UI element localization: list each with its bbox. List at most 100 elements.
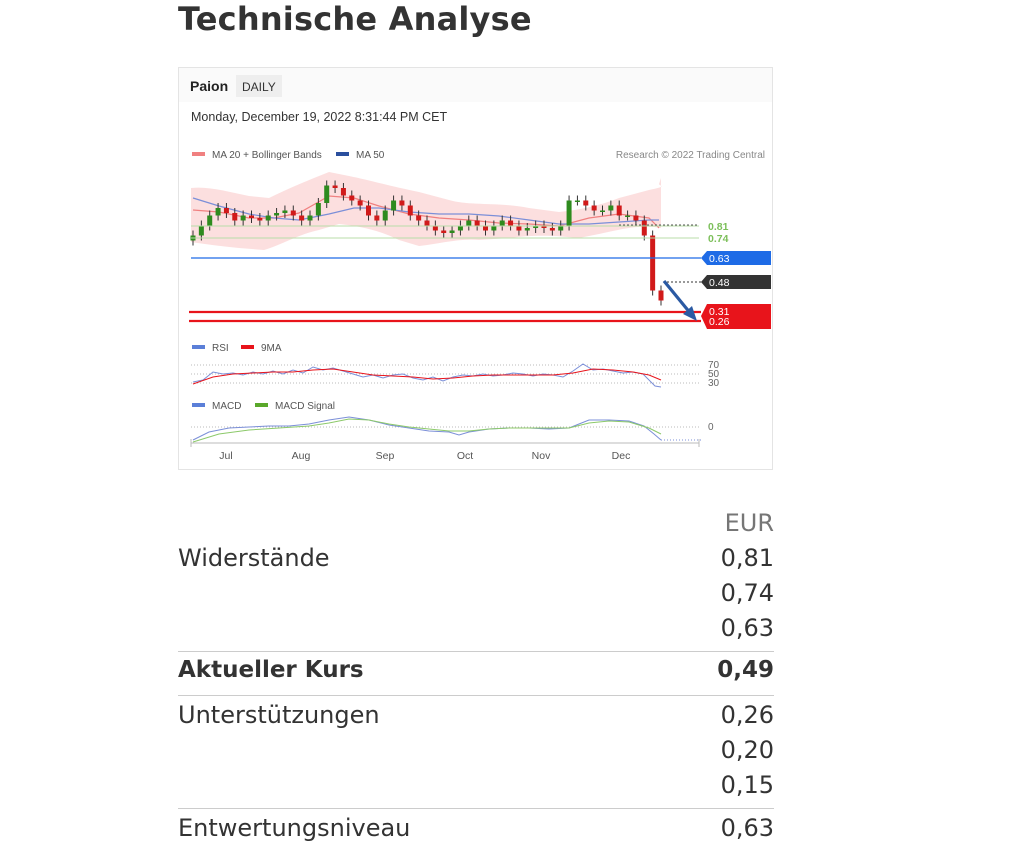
legend-rsi-swatch: [192, 345, 205, 349]
row-value: 0,63: [720, 814, 774, 842]
rsi-line: [192, 363, 662, 388]
candle-body: [215, 208, 221, 216]
candle-body: [299, 215, 305, 221]
price-candles: [190, 180, 664, 306]
candle-body: [374, 215, 380, 221]
x-tick-label: Jul: [219, 450, 232, 462]
table-row: Aktueller Kurs 0,49: [178, 657, 774, 692]
table-row: 0,74: [178, 579, 774, 614]
macd-zero-label: 0: [708, 422, 714, 433]
x-axis-ticks: Jul Aug Sep Oct Nov Dec: [219, 450, 630, 462]
candle-body: [549, 228, 555, 231]
candle-body: [541, 225, 547, 228]
candle-body: [249, 215, 254, 218]
candle-body: [399, 200, 405, 206]
legend-macd-label: MACD: [212, 401, 241, 412]
candle-body: [240, 215, 246, 221]
candle-body: [391, 200, 397, 211]
candle-body: [457, 225, 463, 231]
level-074-label: 0.74: [708, 233, 729, 245]
row-label: Widerstände: [178, 544, 330, 572]
candle-body: [432, 225, 438, 231]
chart-credit: Research © 2022 Trading Central: [616, 150, 765, 161]
legend-9ma-label: 9MA: [261, 343, 282, 354]
candle-body: [533, 225, 539, 228]
legend-rsi-label: RSI: [212, 343, 229, 354]
candle-body: [524, 228, 530, 231]
macd-signal-line: [192, 418, 662, 443]
candle-body: [441, 230, 447, 233]
table-row: Unterstützungen 0,26: [178, 701, 774, 736]
candle-body: [366, 205, 371, 216]
candle-body: [282, 210, 288, 213]
candle-body: [198, 225, 204, 236]
candle-body: [499, 220, 505, 226]
legend-ma50-swatch: [336, 152, 349, 156]
chart-period-badge: [236, 75, 282, 97]
row-value: 0,74: [720, 579, 774, 607]
rsi-50-label: 50: [708, 369, 720, 380]
row-label: Entwertungsniveau: [178, 814, 411, 842]
x-tick-label: Aug: [292, 450, 311, 462]
candle-body: [416, 215, 422, 221]
row-label: Unterstützungen: [178, 701, 380, 729]
macd-line: [192, 416, 662, 441]
candle-body: [566, 200, 572, 226]
candle-body: [324, 185, 330, 203]
legend-macd-swatch: [192, 403, 205, 407]
table-row: Widerstände 0,81: [178, 544, 774, 579]
candle-body: [516, 225, 522, 231]
row-value: 0,63: [720, 614, 774, 642]
candle-body: [591, 205, 597, 211]
candle-body: [574, 200, 580, 202]
technical-chart: Paion DAILY Monday, December 19, 2022 8:…: [178, 67, 773, 470]
candle-body: [650, 235, 656, 291]
table-row: 0,63: [178, 614, 774, 649]
candle-body: [608, 205, 614, 211]
x-tick-label: Dec: [612, 450, 631, 462]
row-value: 0,81: [720, 544, 774, 572]
x-tick-label: Nov: [532, 450, 551, 462]
candle-body: [340, 188, 346, 196]
level-081-label: 0.81: [708, 221, 729, 233]
level-063-label: 0.63: [709, 253, 730, 265]
candle-body: [483, 225, 488, 231]
legend-ma20-label: MA 20 + Bollinger Bands: [212, 150, 322, 161]
candle-body: [257, 218, 263, 221]
candle-body: [223, 208, 229, 213]
candle-body: [583, 200, 589, 206]
candle-body: [407, 205, 413, 216]
candle-body: [349, 195, 355, 201]
x-tick-label: Oct: [457, 450, 473, 462]
legend-macd-signal-label: MACD Signal: [275, 401, 335, 412]
forecast-arrow-shaft: [662, 279, 693, 316]
candle-body: [633, 215, 639, 221]
candle-body: [508, 220, 514, 226]
candle-body: [625, 215, 631, 217]
table-row: 0,20: [178, 736, 774, 771]
candle-body: [290, 210, 296, 216]
candle-body: [449, 230, 455, 233]
candle-body: [357, 200, 363, 206]
candle-body: [658, 290, 664, 301]
table-unit-header: EUR: [178, 509, 774, 544]
candle-body: [332, 185, 338, 188]
support-tag: [701, 304, 771, 329]
forecast-arrow-head: [683, 306, 697, 321]
candle-body: [382, 210, 388, 221]
chart-period: DAILY: [242, 80, 276, 94]
chart-svg: Paion DAILY Monday, December 19, 2022 8:…: [179, 68, 772, 462]
rsi-9ma-line: [192, 368, 662, 385]
rsi-70-label: 70: [708, 360, 720, 371]
row-separator: [178, 695, 774, 696]
candle-body: [424, 220, 430, 226]
candle-body: [616, 205, 622, 216]
row-label: Aktueller Kurs: [178, 657, 364, 683]
candle-body: [474, 220, 480, 226]
row-separator: [178, 808, 774, 809]
unit-label: EUR: [724, 509, 774, 537]
x-tick-label: Sep: [376, 450, 395, 462]
rsi-30-label: 30: [708, 378, 720, 389]
row-separator: [178, 651, 774, 652]
row-value: 0,15: [720, 771, 774, 799]
